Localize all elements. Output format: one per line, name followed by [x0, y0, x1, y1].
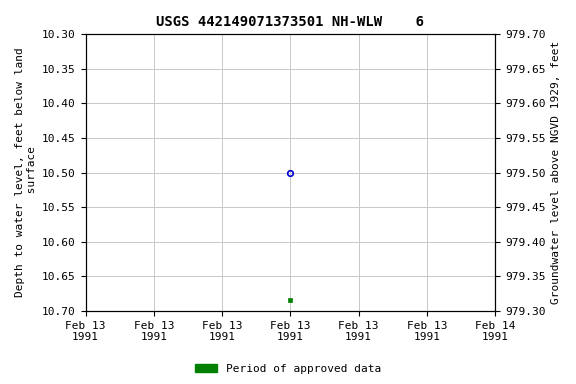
Title: USGS 442149071373501 NH-WLW    6: USGS 442149071373501 NH-WLW 6: [157, 15, 425, 29]
Y-axis label: Depth to water level, feet below land
 surface: Depth to water level, feet below land su…: [15, 48, 37, 298]
Legend: Period of approved data: Period of approved data: [191, 359, 385, 379]
Y-axis label: Groundwater level above NGVD 1929, feet: Groundwater level above NGVD 1929, feet: [551, 41, 561, 304]
